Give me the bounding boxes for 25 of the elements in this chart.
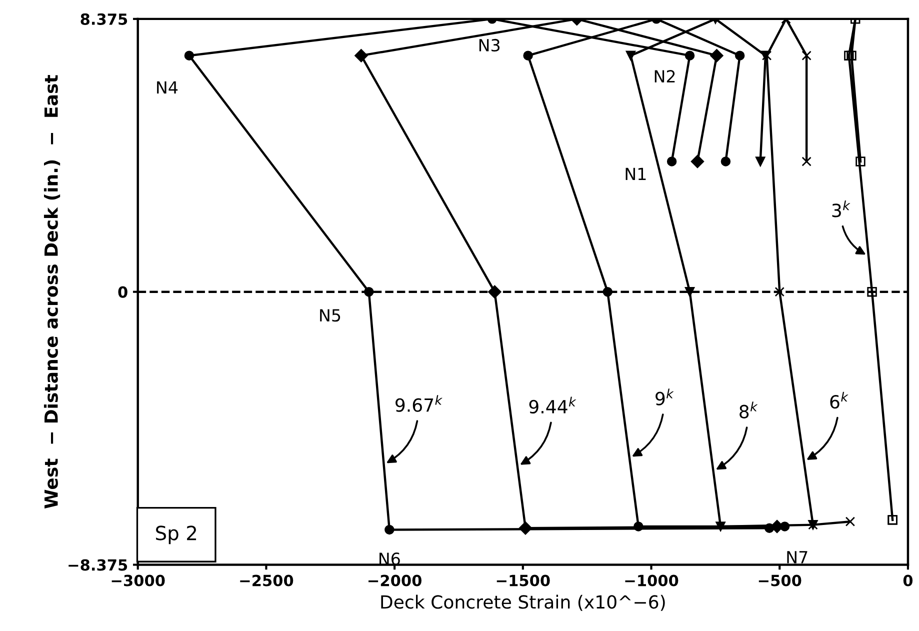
annotation: N5: [320, 309, 340, 322]
y-axis-title: West − Distance across Deck (in.) − East: [44, 75, 60, 509]
annotation: 9.44$^{k}$: [529, 396, 576, 414]
annotation: N4: [157, 81, 178, 94]
annotation: 3$^{k}$: [832, 200, 850, 218]
annotation: N7: [787, 551, 808, 564]
annotation: 8$^{k}$: [740, 402, 758, 418]
x-tick-label: −3000: [112, 574, 165, 586]
x-tick-label: −1000: [625, 574, 678, 586]
annotation: N3: [479, 38, 500, 52]
annotation: 6$^{k}$: [830, 392, 848, 409]
annotation: N1: [626, 168, 646, 180]
x-tick-label: −2000: [368, 574, 422, 586]
x-tick-label: −500: [758, 574, 802, 586]
x-tick-label: −2500: [240, 574, 294, 586]
annotation: 9.67$^{k}$: [396, 395, 442, 412]
x-tick-label: 0: [903, 574, 913, 586]
annotation: 9$^{k}$: [656, 388, 674, 406]
y-tick-label: 0: [118, 286, 128, 298]
annotation: N2: [654, 70, 675, 82]
x-axis-title: Deck Concrete Strain (x10^−6): [381, 594, 665, 611]
x-tick-label: −1500: [496, 574, 550, 586]
annotation: Sp 2: [156, 526, 196, 544]
y-tick-label: −8.375: [68, 559, 128, 571]
y-tick-label: 8.375: [80, 13, 128, 25]
